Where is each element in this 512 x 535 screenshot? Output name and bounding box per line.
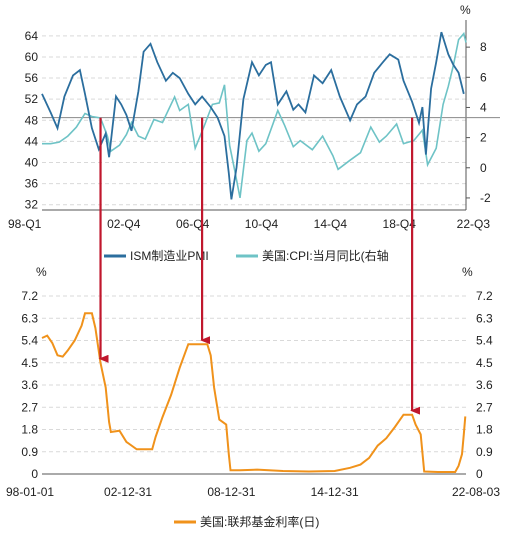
bottom-left-tick-label: 3.6 bbox=[21, 378, 38, 392]
top-left-axis: 32 36 40 44 48 52 56 60 64 bbox=[25, 29, 39, 212]
top-right-tick-label: 8 bbox=[480, 40, 487, 54]
series-line-pmi bbox=[41, 31, 465, 200]
bottom-right-tick-label: 7.2 bbox=[476, 289, 493, 303]
top-right-axis-unit: % bbox=[460, 3, 471, 17]
top-x-tick-label: 14-Q4 bbox=[314, 217, 348, 231]
top-left-tick-label: 44 bbox=[25, 134, 39, 148]
bottom-x-axis: 98-01-01 02-12-31 08-12-31 14-12-31 22-08-03 bbox=[6, 485, 500, 499]
top-right-tick-label: 2 bbox=[480, 131, 487, 145]
top-left-tick-label: 64 bbox=[25, 29, 39, 43]
top-right-tick-label: -2 bbox=[480, 191, 491, 205]
top-left-tick-label: 40 bbox=[25, 156, 39, 170]
bottom-legend: 美国:联邦基金利率(日) bbox=[174, 514, 319, 529]
fed-funds-chart: % % 0 0.9 1.8 2.7 3.6 4.5 5.4 6.3 7.2 0 0.9 1.8 2.7… bbox=[6, 265, 500, 499]
top-right-axis: -2 0 2 4 6 8 bbox=[466, 40, 491, 205]
bottom-left-tick-label: 6.3 bbox=[21, 311, 38, 325]
top-left-tick-label: 52 bbox=[25, 92, 39, 106]
bottom-left-tick-label: 1.8 bbox=[21, 423, 38, 437]
series-line-fed-funds bbox=[41, 312, 467, 473]
bottom-x-tick-label: 98-01-01 bbox=[6, 485, 54, 499]
bottom-left-tick-label: 2.7 bbox=[21, 400, 38, 414]
top-left-tick-label: 60 bbox=[25, 50, 39, 64]
bottom-left-tick-label: 0 bbox=[31, 467, 38, 481]
pmi-cpi-chart: % 32 36 40 44 48 52 56 60 64 -2 0 2 4 6 8 98-Q1 02-Q4 0… bbox=[8, 3, 500, 231]
bottom-x-tick-label: 14-12-31 bbox=[311, 485, 359, 499]
bottom-right-tick-label: 2.7 bbox=[476, 400, 493, 414]
top-x-tick-label: 10-Q4 bbox=[245, 217, 279, 231]
top-x-tick-label: 06-Q4 bbox=[176, 217, 210, 231]
bottom-left-tick-label: 4.5 bbox=[21, 356, 38, 370]
bottom-x-tick-label: 22-08-03 bbox=[452, 485, 500, 499]
bottom-right-tick-label: 0 bbox=[476, 467, 483, 481]
bottom-right-tick-label: 6.3 bbox=[476, 311, 493, 325]
arrows bbox=[98, 117, 421, 415]
legend-label-cpi: 美国:CPI:当月同比(右轴 bbox=[262, 248, 389, 263]
top-left-tick-label: 48 bbox=[25, 113, 39, 127]
bottom-right-tick-label: 0.9 bbox=[476, 445, 493, 459]
top-right-tick-label: 4 bbox=[480, 100, 487, 114]
bottom-right-tick-label: 3.6 bbox=[476, 378, 493, 392]
top-left-tick-label: 36 bbox=[25, 177, 39, 191]
top-right-tick-label: 6 bbox=[480, 70, 487, 84]
top-left-tick-label: 32 bbox=[25, 198, 39, 212]
top-x-tick-label: 18-Q4 bbox=[383, 217, 417, 231]
legend-label-pmi: ISM制造业PMI bbox=[130, 249, 209, 263]
legend-label-fed-funds: 美国:联邦基金利率(日) bbox=[200, 514, 319, 529]
bottom-left-axis: 0 0.9 1.8 2.7 3.6 4.5 5.4 6.3 7.2 bbox=[21, 289, 38, 481]
top-left-tick-label: 56 bbox=[25, 71, 39, 85]
top-x-tick-label: 22-Q3 bbox=[457, 217, 491, 231]
bottom-left-tick-label: 5.4 bbox=[21, 334, 38, 348]
bottom-x-tick-label: 02-12-31 bbox=[104, 485, 152, 499]
top-x-tick-label: 98-Q1 bbox=[8, 217, 42, 231]
bottom-right-axis-unit: % bbox=[462, 265, 473, 279]
bottom-left-tick-label: 0.9 bbox=[21, 445, 38, 459]
bottom-right-tick-label: 1.8 bbox=[476, 423, 493, 437]
top-x-tick-label: 02-Q4 bbox=[107, 217, 141, 231]
series-line-cpi bbox=[42, 31, 467, 199]
top-gridlines bbox=[42, 35, 466, 206]
top-right-tick-label: 0 bbox=[480, 161, 487, 175]
bottom-x-tick-label: 08-12-31 bbox=[207, 485, 255, 499]
bottom-left-axis-unit: % bbox=[36, 265, 47, 279]
top-x-axis: 98-Q1 02-Q4 06-Q4 10-Q4 14-Q4 18-Q4 22-Q3 bbox=[8, 217, 490, 231]
bottom-left-tick-label: 7.2 bbox=[21, 289, 38, 303]
bottom-right-tick-label: 5.4 bbox=[476, 334, 493, 348]
top-legend: ISM制造业PMI 美国:CPI:当月同比(右轴 bbox=[104, 248, 389, 263]
bottom-right-tick-label: 4.5 bbox=[476, 356, 493, 370]
bottom-right-axis: 0 0.9 1.8 2.7 3.6 4.5 5.4 6.3 7.2 bbox=[476, 289, 493, 481]
